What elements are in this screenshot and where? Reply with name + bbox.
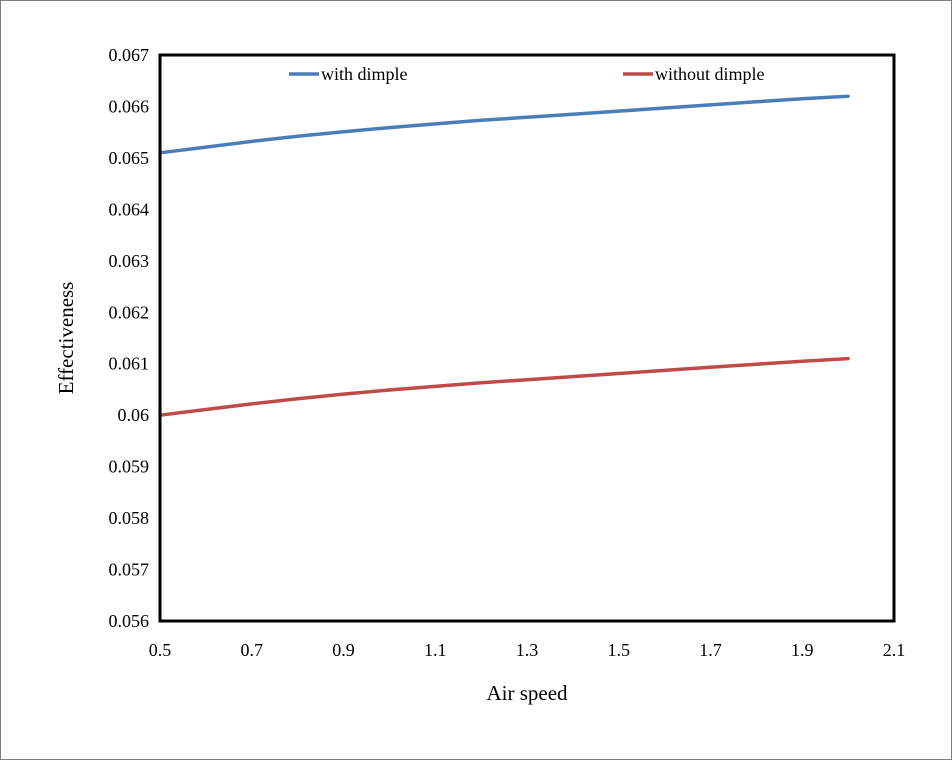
series-layer	[158, 94, 850, 417]
plot-area-frame	[158, 53, 896, 623]
y-tick-label: 0.063	[109, 251, 150, 271]
x-tick-label: 2.1	[883, 640, 906, 660]
x-tick-label: 1.3	[516, 640, 539, 660]
series-line-2	[158, 356, 850, 417]
x-tick-label: 1.9	[791, 640, 814, 660]
x-axis-ticks: 0.5 0.7 0.9 1.1 1.3 1.5 1.7 1.9 2.1	[149, 640, 906, 660]
x-tick-label: 1.1	[424, 640, 447, 660]
y-tick-label: 0.056	[109, 611, 150, 631]
y-axis-ticks: 0.056 0.057 0.058 0.059 0.06 0.061 0.062 0.063 0…	[109, 45, 150, 631]
y-tick-label: 0.058	[109, 508, 150, 528]
y-tick-label: 0.066	[109, 96, 150, 116]
y-tick-label: 0.059	[109, 457, 150, 477]
series-line-1	[158, 94, 850, 155]
y-tick-label: 0.067	[109, 45, 150, 65]
x-axis-title: Air speed	[486, 681, 568, 705]
x-tick-label: 1.5	[608, 640, 631, 660]
y-axis-title: Effectiveness	[54, 282, 78, 395]
y-tick-label: 0.062	[109, 302, 150, 322]
x-tick-label: 0.9	[332, 640, 355, 660]
y-tick-label: 0.057	[109, 560, 150, 580]
x-tick-label: 0.5	[149, 640, 172, 660]
x-tick-label: 1.7	[699, 640, 722, 660]
y-tick-label: 0.061	[109, 354, 150, 374]
legend: with dimple without dimple	[289, 64, 765, 84]
y-tick-label: 0.065	[109, 148, 150, 168]
y-tick-label: 0.06	[118, 405, 150, 425]
y-tick-label: 0.064	[109, 199, 150, 219]
legend-label: without dimple	[655, 64, 765, 84]
legend-label: with dimple	[321, 64, 408, 84]
x-tick-label: 0.7	[241, 640, 264, 660]
